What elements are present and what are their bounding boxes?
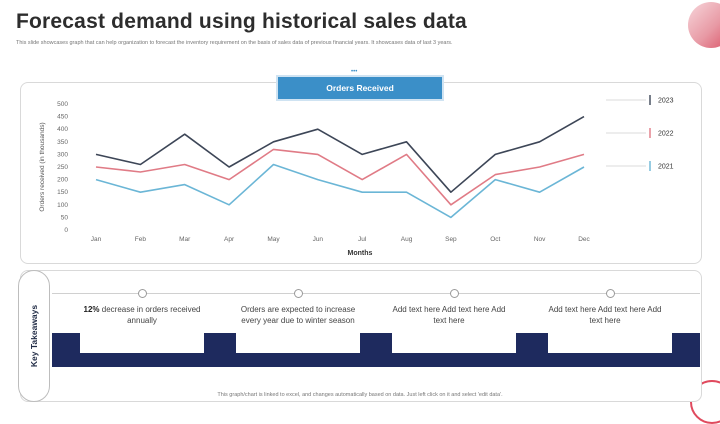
x-tick-label: Sep bbox=[445, 236, 457, 243]
takeaway-body: Add text here Add text here Add text her… bbox=[548, 305, 662, 325]
takeaways-notch bbox=[392, 333, 516, 353]
y-tick-label: 500 bbox=[57, 101, 68, 108]
takeaways-connector-line bbox=[52, 293, 700, 294]
takeaway-marker-3 bbox=[450, 289, 459, 298]
line-chart: 0 50 100 150 200 250 300 350 400 450 500 Jan Feb Mar A… bbox=[39, 95, 674, 257]
y-tick-label: 300 bbox=[57, 151, 68, 158]
y-tick-label: 100 bbox=[57, 202, 68, 209]
x-tick-label: Nov bbox=[534, 236, 546, 243]
legend-label-2022: 2022 bbox=[658, 131, 674, 138]
x-tick-label: Oct bbox=[490, 236, 500, 243]
page-title: Forecast demand using historical sales d… bbox=[16, 10, 467, 33]
y-tick-label: 200 bbox=[57, 177, 68, 184]
takeaway-text-3: Add text here Add text here Add text her… bbox=[389, 305, 509, 326]
takeaways-notch bbox=[548, 333, 672, 353]
y-tick-label: 450 bbox=[57, 114, 68, 121]
legend-label-2021: 2021 bbox=[658, 164, 674, 171]
legend-label-2023: 2023 bbox=[658, 98, 674, 105]
takeaways-notch bbox=[80, 333, 204, 353]
takeaway-text-1: 12% decrease in orders received annually bbox=[77, 305, 207, 326]
takeaway-marker-2 bbox=[294, 289, 303, 298]
takeaway-body: decrease in orders received annually bbox=[99, 305, 201, 325]
x-tick-label: May bbox=[267, 236, 280, 243]
y-axis-label: Orders received (in thousands) bbox=[39, 122, 46, 211]
x-tick-label: Dec bbox=[578, 236, 590, 243]
takeaway-body: Add text here Add text here Add text her… bbox=[392, 305, 506, 325]
y-tick-label: 50 bbox=[61, 214, 69, 221]
chart-handle-icon: ••• bbox=[351, 69, 358, 75]
takeaway-text-4: Add text here Add text here Add text her… bbox=[545, 305, 665, 326]
takeaway-body: Orders are expected to increase every ye… bbox=[240, 305, 356, 325]
x-tick-label: Aug bbox=[401, 236, 413, 243]
y-tick-label: 0 bbox=[64, 227, 68, 234]
x-tick-label: Feb bbox=[135, 236, 147, 243]
x-axis-label: Months bbox=[348, 250, 373, 257]
takeaway-text-2: Orders are expected to increase every ye… bbox=[233, 305, 363, 326]
key-takeaways-label: Key Takeaways bbox=[18, 270, 50, 402]
takeaway-marker-4 bbox=[606, 289, 615, 298]
y-tick-label: 350 bbox=[57, 139, 68, 146]
footer-note: This graph/chart is linked to excel, and… bbox=[217, 392, 503, 398]
chart-header: Orders Received bbox=[278, 77, 442, 99]
y-tick-label: 150 bbox=[57, 189, 68, 196]
key-takeaways-text: Key Takeaways bbox=[29, 304, 39, 368]
x-tick-label: Jul bbox=[358, 236, 367, 243]
page-subtitle: This slide showcases graph that can help… bbox=[16, 40, 453, 46]
takeaways-notch bbox=[236, 333, 360, 353]
takeaway-marker-1 bbox=[138, 289, 147, 298]
y-tick-label: 250 bbox=[57, 164, 68, 171]
chart-frame bbox=[20, 82, 702, 264]
decorative-circle-top bbox=[688, 2, 720, 48]
x-tick-label: Apr bbox=[224, 236, 235, 243]
series-line-2021 bbox=[95, 163, 585, 219]
x-tick-label: Mar bbox=[179, 236, 191, 243]
y-tick-label: 400 bbox=[57, 126, 68, 133]
x-tick-label: Jan bbox=[91, 236, 102, 243]
series-line-2023 bbox=[95, 115, 585, 193]
x-tick-label: Jun bbox=[313, 236, 324, 243]
takeaway-highlight: 12% bbox=[83, 305, 100, 314]
series-line-2022 bbox=[95, 148, 585, 206]
